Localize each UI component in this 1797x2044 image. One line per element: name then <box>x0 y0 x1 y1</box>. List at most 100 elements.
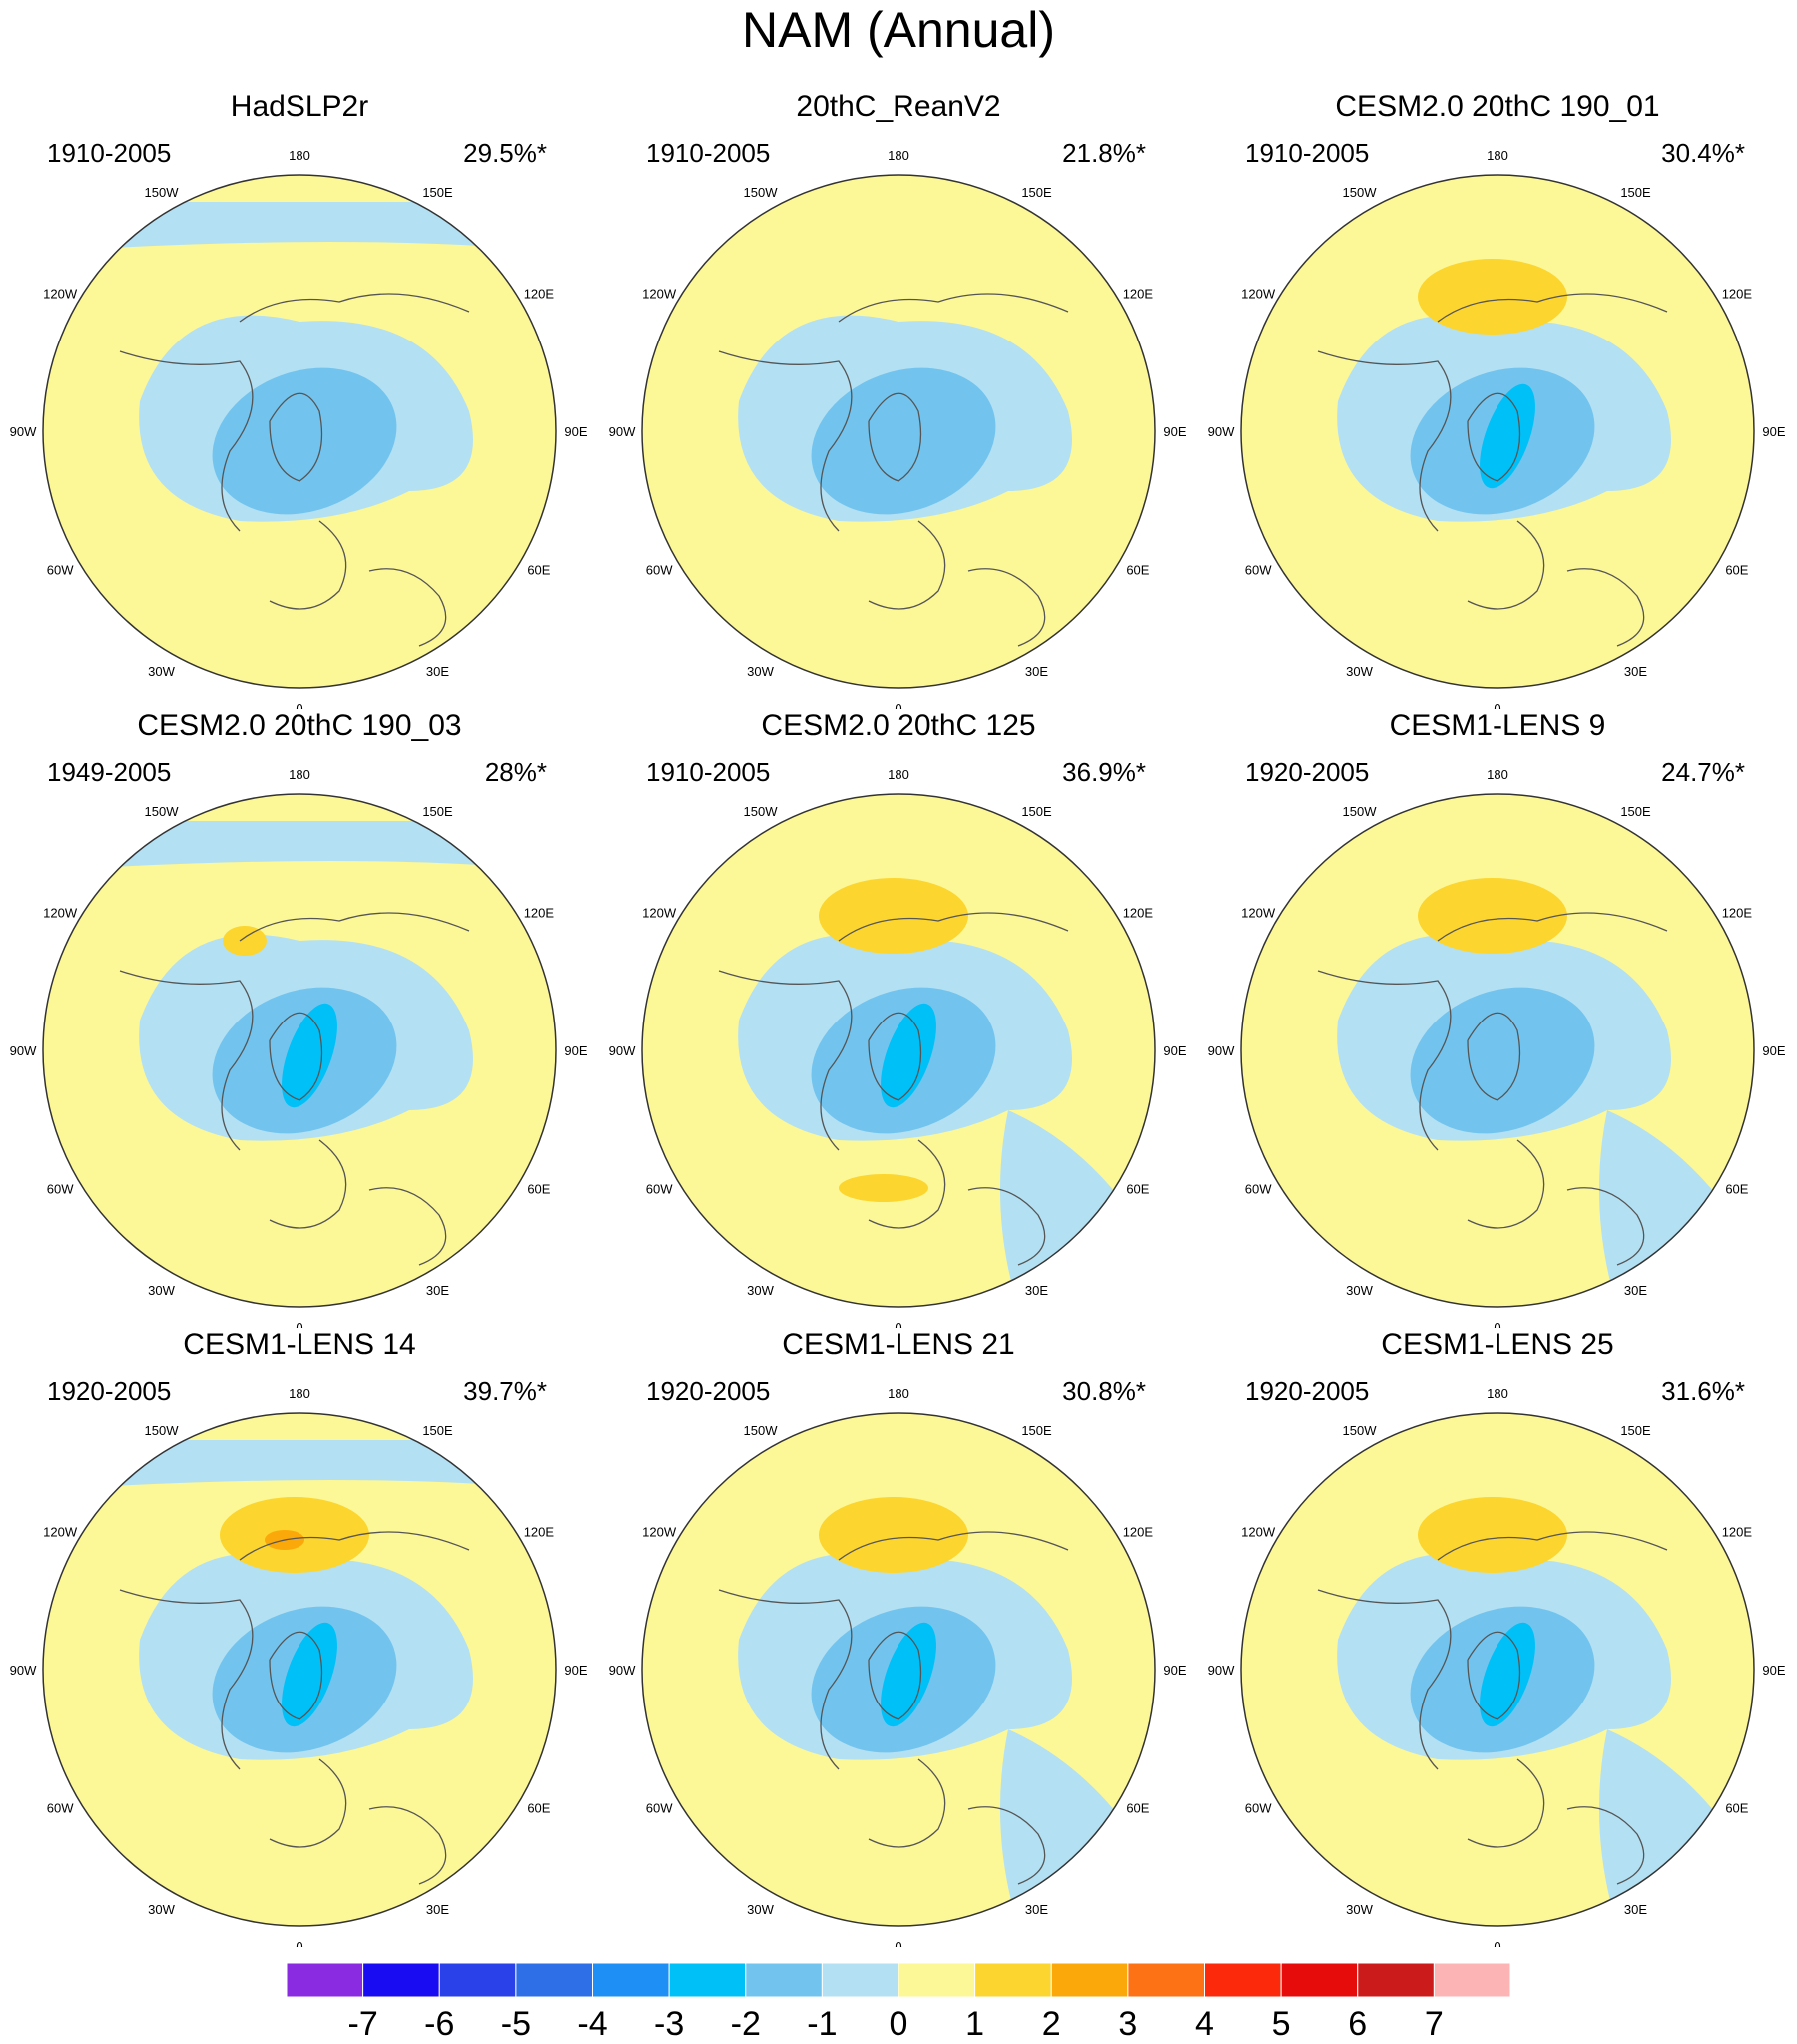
map-panel: CESM2.0 20thC 190_03 180 150E 120E 90E 60E 30E… <box>0 709 599 1328</box>
polar-map: 180 150E 120E 90E 60E 30E 0 30W 60W 90W 120W 150W <box>1208 148 1786 709</box>
coastline <box>1467 1012 1521 1101</box>
longitude-label: 30E <box>426 1283 449 1298</box>
longitude-label: 120W <box>43 1525 78 1540</box>
coastline <box>868 1139 946 1229</box>
coastline <box>1317 970 1452 1151</box>
coastline <box>967 568 1046 647</box>
longitude-label: 120E <box>524 906 555 921</box>
coastline <box>1437 912 1668 942</box>
panel-title: CESM2.0 20thC 190_03 <box>137 709 462 742</box>
longitude-label: 120E <box>524 1525 555 1540</box>
map-panel: CESM1-LENS 25 180 150E 120E 90E 60E 30E 0 30W 60W… <box>1198 1328 1797 1947</box>
colorbar-swatch <box>438 1962 517 1998</box>
longitude-label: 60W <box>47 563 74 578</box>
longitude-label: 150W <box>1343 1423 1378 1438</box>
coastline <box>239 293 470 323</box>
coastline <box>1437 1531 1668 1561</box>
explained-variance: 31.6%* <box>1661 1376 1745 1406</box>
colorbar-tick-label: 4 <box>1195 2005 1214 2043</box>
coastline <box>1566 568 1645 647</box>
coastline <box>868 520 946 610</box>
colorbar-swatch <box>362 1962 440 1998</box>
longitude-label: 150E <box>1620 804 1651 819</box>
positive-anomaly-level-1 <box>1418 1497 1567 1573</box>
longitude-label: 180 <box>888 148 909 163</box>
longitude-label: 120E <box>1123 1525 1154 1540</box>
longitude-label: 180 <box>1487 767 1508 782</box>
longitude-label: 150E <box>422 185 453 200</box>
colorbar-swatch <box>592 1962 670 1998</box>
longitude-label: 90W <box>1208 1043 1235 1058</box>
longitude-label: 60W <box>1245 563 1272 578</box>
longitude-label: 60W <box>646 1182 673 1197</box>
longitude-label: 150E <box>422 804 453 819</box>
longitude-label: 60W <box>1245 1182 1272 1197</box>
longitude-label: 120E <box>1722 1525 1753 1540</box>
longitude-label: 60E <box>1725 1801 1748 1816</box>
year-range: 1910-2005 <box>646 757 771 787</box>
longitude-label: 120W <box>43 906 78 921</box>
longitude-label: 0 <box>296 701 302 709</box>
longitude-label: 90W <box>609 1663 636 1678</box>
map-boundary <box>42 174 557 689</box>
coastline <box>368 568 447 647</box>
longitude-label: 150E <box>1620 185 1651 200</box>
colorbar-swatch <box>1204 1962 1282 1998</box>
explained-variance: 30.8%* <box>1062 1376 1146 1406</box>
polar-map: 180 150E 120E 90E 60E 30E 0 30W 60W 90W 120W 150W <box>10 148 588 709</box>
longitude-label: 90W <box>10 1043 37 1058</box>
longitude-label: 60E <box>1725 563 1748 578</box>
longitude-label: 30E <box>1624 1283 1647 1298</box>
coastline <box>718 350 853 532</box>
colorbar-tick-label: 3 <box>1118 2005 1137 2043</box>
positive-anomaly-level-1 <box>1418 259 1567 335</box>
longitude-label: 90W <box>609 1043 636 1058</box>
longitude-label: 90W <box>609 424 636 439</box>
longitude-label: 90E <box>1163 1043 1186 1058</box>
year-range: 1910-2005 <box>1245 138 1370 168</box>
panel-title: CESM1-LENS 14 <box>183 1328 416 1361</box>
coastline <box>1566 1187 1645 1266</box>
colorbar-tick-label: -3 <box>654 2005 684 2043</box>
polar-map: 180 150E 120E 90E 60E 30E 0 30W 60W 90W 120W 150W <box>609 1386 1187 1947</box>
longitude-label: 30E <box>426 1902 449 1917</box>
negative-anomaly-level-2 <box>811 367 996 515</box>
panel-title: CESM2.0 20thC 125 <box>761 709 1036 742</box>
longitude-label: 150W <box>744 1423 779 1438</box>
panel-title: CESM2.0 20thC 190_01 <box>1335 90 1660 123</box>
negative-anomaly-level-2 <box>212 367 397 515</box>
longitude-label: 60E <box>1725 1182 1748 1197</box>
coastline <box>1467 1631 1521 1720</box>
year-range: 1920-2005 <box>1245 1376 1370 1406</box>
negative-anomaly-level-2 <box>1410 987 1595 1134</box>
explained-variance: 24.7%* <box>1661 757 1745 787</box>
colorbar-swatch <box>286 1962 364 1998</box>
positive-anomaly-level-1 <box>819 878 968 954</box>
longitude-label: 120W <box>43 287 78 302</box>
year-range: 1920-2005 <box>47 1376 172 1406</box>
longitude-label: 150W <box>145 185 180 200</box>
longitude-label: 60E <box>527 1801 550 1816</box>
longitude-label: 150E <box>1021 804 1052 819</box>
colorbar-swatch <box>1433 1962 1511 1998</box>
colorbar-tick-label: 7 <box>1425 2005 1444 2043</box>
negative-anomaly-level-3 <box>1480 383 1535 489</box>
longitude-label: 30E <box>1025 1283 1048 1298</box>
colorbar-tick-label: -2 <box>731 2005 761 2043</box>
longitude-label: 120E <box>1123 906 1154 921</box>
year-range: 1910-2005 <box>47 138 172 168</box>
colorbar-swatch <box>668 1962 747 1998</box>
negative-anomaly-level-1 <box>43 1440 556 1490</box>
colorbar-tick-label: -6 <box>424 2005 454 2043</box>
map-boundary <box>42 1412 557 1927</box>
coastline <box>1467 1758 1545 1848</box>
longitude-label: 0 <box>1494 1939 1500 1947</box>
longitude-label: 150E <box>1620 1423 1651 1438</box>
year-range: 1920-2005 <box>646 1376 771 1406</box>
longitude-label: 180 <box>888 1386 909 1401</box>
colorbar-tick-label: 0 <box>890 2005 908 2043</box>
colorbar-swatch <box>821 1962 899 1998</box>
polar-map: 180 150E 120E 90E 60E 30E 0 30W 60W 90W 120W 150W <box>1208 1386 1786 1947</box>
explained-variance: 21.8%* <box>1062 138 1146 168</box>
longitude-label: 90E <box>564 1043 587 1058</box>
